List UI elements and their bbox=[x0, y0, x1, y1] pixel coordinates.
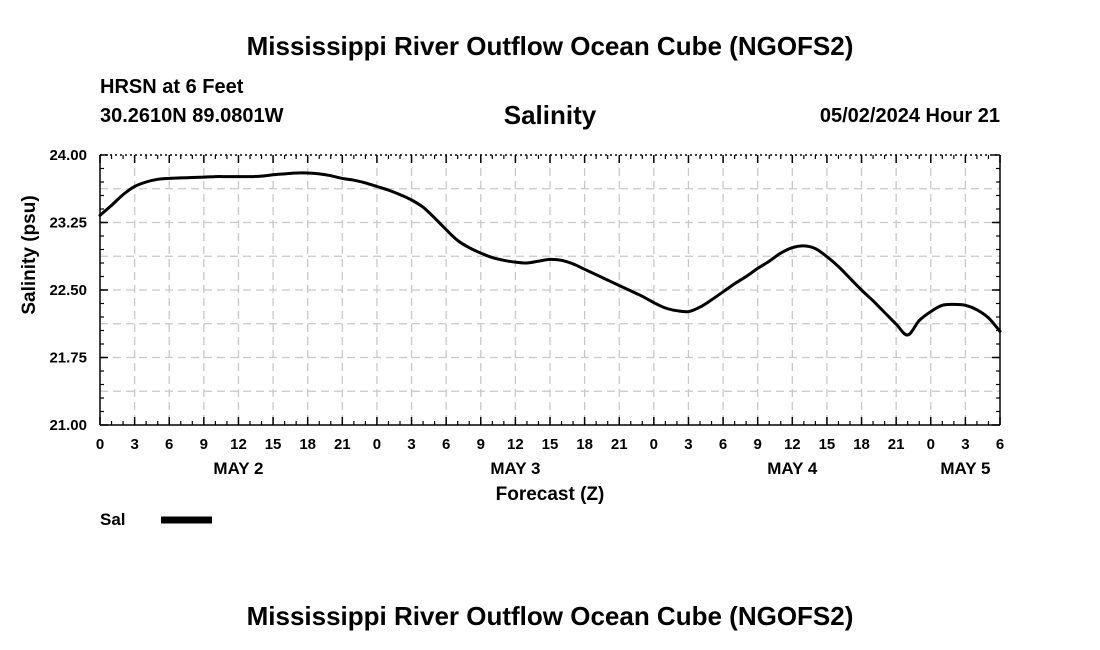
x-tick-label: 21 bbox=[334, 436, 351, 453]
legend-label-sal: Sal bbox=[100, 510, 126, 529]
y-tick-label: 21.00 bbox=[49, 417, 87, 434]
y-tick-label: 21.75 bbox=[49, 350, 87, 367]
x-tick-label: 0 bbox=[96, 436, 104, 453]
x-tick-label: 3 bbox=[407, 436, 415, 453]
x-tick-label: 18 bbox=[299, 436, 316, 453]
x-axis-label: Forecast (Z) bbox=[496, 484, 605, 505]
footer-title: Mississippi River Outflow Ocean Cube (NG… bbox=[246, 601, 854, 631]
chart-main-title: Mississippi River Outflow Ocean Cube (NG… bbox=[246, 31, 854, 61]
day-label: MAY 4 bbox=[767, 459, 818, 478]
x-tick-label: 6 bbox=[165, 436, 173, 453]
x-tick-label: 12 bbox=[784, 436, 801, 453]
x-tick-label: 18 bbox=[576, 436, 593, 453]
day-label: MAY 3 bbox=[490, 459, 540, 478]
plot-title: Salinity bbox=[503, 100, 597, 130]
y-tick-label: 22.50 bbox=[49, 282, 87, 299]
x-tick-label: 18 bbox=[853, 436, 870, 453]
x-tick-label: 9 bbox=[477, 436, 485, 453]
x-tick-label: 6 bbox=[996, 436, 1004, 453]
x-tick-label: 0 bbox=[650, 436, 658, 453]
x-tick-label: 0 bbox=[927, 436, 935, 453]
series-line-sal bbox=[98, 171, 1002, 337]
station-coordinates: 30.2610N 89.0801W bbox=[100, 105, 284, 127]
x-tick-label: 21 bbox=[888, 436, 905, 453]
x-tick-label: 15 bbox=[265, 436, 282, 453]
x-tick-label: 6 bbox=[442, 436, 450, 453]
x-tick-label: 12 bbox=[230, 436, 247, 453]
x-tick-label: 3 bbox=[961, 436, 969, 453]
x-tick-label: 3 bbox=[130, 436, 138, 453]
x-tick-label: 6 bbox=[719, 436, 727, 453]
x-tick-label: 15 bbox=[819, 436, 836, 453]
x-tick-label: 21 bbox=[611, 436, 628, 453]
x-tick-label: 12 bbox=[507, 436, 524, 453]
y-tick-label: 24.00 bbox=[49, 147, 87, 164]
x-tick-label: 3 bbox=[684, 436, 692, 453]
x-tick-label: 0 bbox=[373, 436, 381, 453]
day-label: MAY 2 bbox=[213, 459, 263, 478]
forecast-datetime: 05/02/2024 Hour 21 bbox=[819, 105, 1000, 127]
station-label: HRSN at 6 Feet bbox=[100, 76, 244, 98]
day-label: MAY 5 bbox=[940, 459, 990, 478]
y-axis-label: Salinity (psu) bbox=[19, 195, 40, 314]
x-tick-label: 15 bbox=[542, 436, 559, 453]
y-tick-label: 23.25 bbox=[49, 215, 87, 232]
x-tick-label: 9 bbox=[754, 436, 762, 453]
x-tick-label: 9 bbox=[200, 436, 208, 453]
